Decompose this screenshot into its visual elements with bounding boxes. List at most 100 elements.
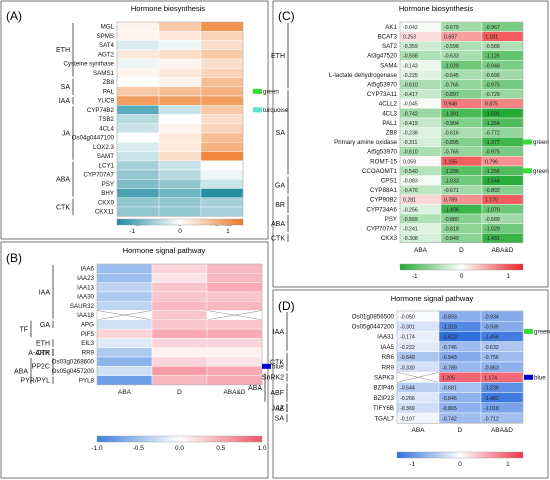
colorbar-tick-label: 0 [460, 273, 464, 280]
heatmap-cell [200, 132, 244, 143]
cell-value-label: -0.143 [403, 63, 418, 69]
heatmap-cell [200, 95, 244, 106]
cell-value-label: -1.256 [485, 169, 500, 175]
row-label: SAPK3 [374, 375, 395, 382]
row-label: SAT4 [99, 42, 115, 49]
cell-value-label: -0.588 [485, 44, 500, 50]
heatmap-cell [151, 291, 208, 302]
cell-value-label: -0.598 [403, 54, 418, 60]
heatmap-cell [200, 188, 244, 198]
cell-value-label: -0.598 [444, 44, 459, 50]
cell-value-label: -0.419 [403, 121, 418, 127]
cell-value-label: -0.849 [444, 236, 459, 242]
heatmap-cell [200, 123, 244, 134]
heatmap-cell [151, 356, 208, 367]
cell-value-label: -0.880 [444, 217, 459, 223]
cell-value-label: -1.264 [485, 121, 500, 127]
row-label: BCAT3 [378, 34, 398, 41]
cell-value-label: -0.696 [485, 73, 500, 79]
heatmap-cell [116, 40, 160, 50]
cell-value-label: -1.301 [444, 111, 459, 117]
heatmap-cell [158, 197, 202, 208]
cell-value-label: -0.943 [442, 355, 457, 361]
heatmap-cell [206, 319, 263, 330]
heatmap-cell [116, 179, 160, 189]
cell-value-label: -0.308 [403, 236, 418, 242]
cell-value-label: 1.155 [444, 159, 457, 165]
marker-swatch [524, 374, 533, 380]
row-label: PAL1 [382, 120, 397, 127]
heatmap-cell [200, 77, 244, 87]
panel-c-title: Hormone biosynthesis [399, 4, 473, 13]
row-label: CKX11 [95, 209, 115, 216]
column-label: ABA&D [491, 427, 513, 434]
row-label: CYP90B2 [370, 197, 398, 204]
cell-value-label: 0.059 [403, 159, 416, 165]
colorbar [396, 451, 524, 459]
heatmap-border [116, 21, 244, 217]
colorbar-tick-label: -1 [129, 228, 135, 235]
group-label: JA [62, 130, 71, 137]
cell-value-label: -0.241 [403, 227, 418, 233]
heatmap-cell [206, 366, 263, 376]
row-label: ZB8 [386, 130, 398, 137]
cell-value-label: -1.070 [485, 207, 500, 213]
panel-b-heatmap: IAA6 IAA23 IAA13 IAA30 SAUR32 IAA18 APG PIF5 EIL… [14, 263, 284, 452]
cell-value-label: -1.456 [484, 335, 499, 341]
cell-value-label: -1.029 [485, 227, 500, 233]
marker-label: green [533, 139, 549, 146]
cell-value-label: -0.225 [403, 73, 418, 79]
heatmap-cell [96, 328, 153, 339]
cell-value-label: -0.649 [400, 355, 415, 361]
cell-value-label: -0.934 [484, 314, 499, 320]
cell-value-label: -0.301 [400, 325, 415, 331]
cell-value-label: -1.018 [484, 406, 499, 412]
heatmap-cell [96, 263, 153, 274]
cell-value-label: -1.319 [442, 325, 457, 331]
cell-value-label: -0.311 [403, 140, 417, 146]
cell-value-label: -0.645 [444, 73, 459, 79]
row-label: Primary amine oxidase [334, 139, 397, 146]
row-label: Os05g0447200 [352, 324, 395, 331]
row-label: 4CL4 [99, 125, 114, 132]
heatmap-cell [116, 86, 160, 97]
cell-value-label: 0.875 [485, 102, 498, 108]
heatmap-cell [96, 301, 153, 311]
marker-swatch [524, 328, 533, 334]
missing-cell-cross [96, 310, 153, 321]
heatmap-cell [158, 58, 202, 69]
heatmap-cell [158, 105, 202, 115]
group-label: ETH [36, 340, 50, 347]
cell-value-label: 0.697 [444, 35, 457, 41]
cell-value-label: -0.569 [403, 217, 418, 223]
group-label: SA [276, 130, 286, 137]
row-label: LOX2.3 [93, 144, 115, 151]
cell-value-label: -0.975 [485, 83, 500, 89]
cell-value-label: -0.904 [444, 121, 459, 127]
row-label: 4CL3 [382, 110, 397, 117]
marker-label: green [263, 89, 279, 96]
group-label: CTK [271, 235, 285, 242]
colorbar-tick-label: -1 [409, 461, 415, 468]
row-label: CCOAOMT1 [362, 168, 398, 175]
cell-value-label: -0.936 [484, 325, 499, 331]
panel-a-title: Hormone biosynthesis [131, 4, 205, 13]
group-label: ABA [56, 177, 70, 184]
column-label: ABA [414, 247, 428, 254]
group-label: GA [40, 322, 50, 329]
heatmap-cell [96, 319, 153, 330]
group-label: SA [275, 416, 285, 423]
row-label: SAUR32 [70, 303, 95, 310]
heatmap-cell [200, 169, 244, 180]
row-label: PSY [102, 181, 114, 188]
cell-value-label: -0.616 [444, 131, 459, 137]
heatmap-cell [158, 132, 202, 143]
row-label: CYP707A7 [366, 226, 397, 233]
row-label: 4CLL2 [379, 101, 398, 108]
cell-value-label: 0.253 [403, 35, 416, 41]
cell-value-label: -0.256 [403, 207, 418, 213]
colorbar-tick-label: -1.0 [91, 445, 103, 452]
row-label: RR9 [82, 349, 95, 356]
colorbar-tick-label: 0 [178, 228, 182, 235]
cell-value-label: -0.789 [442, 365, 457, 371]
